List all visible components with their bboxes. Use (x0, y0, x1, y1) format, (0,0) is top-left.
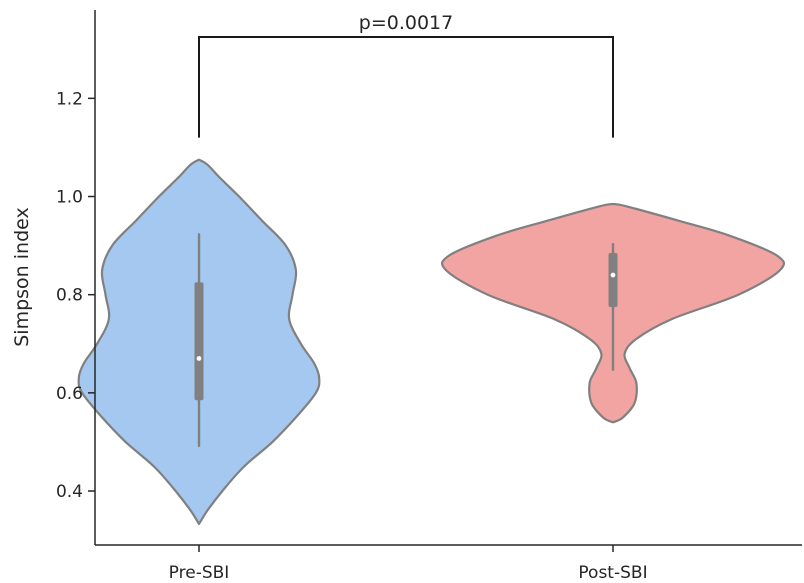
violin-median-point (610, 272, 616, 278)
x-tick-label: Pre-SBI (169, 563, 230, 583)
significance-bracket (198, 35, 614, 138)
y-ticks: 0.4 0.6 0.8 1.0 1.2 (56, 89, 95, 502)
violins (77, 158, 786, 525)
bracket-line (198, 35, 614, 138)
violin-box (194, 282, 204, 401)
violin-box (608, 252, 618, 307)
x-ticks: Pre-SBI Post-SBI (169, 545, 648, 583)
y-tick-label: 1.0 (56, 188, 83, 208)
axes (94, 10, 802, 546)
annotation-label: p=0.0017 (359, 12, 453, 34)
y-tick-label: 1.2 (56, 89, 83, 109)
y-axis-title: Simpson index (11, 207, 33, 347)
x-tick-label: Post-SBI (578, 563, 647, 583)
y-tick-label: 0.4 (56, 482, 83, 502)
y-tick-label: 0.6 (56, 384, 83, 404)
violin-median-point (196, 356, 202, 361)
y-tick-label: 0.8 (56, 286, 83, 306)
